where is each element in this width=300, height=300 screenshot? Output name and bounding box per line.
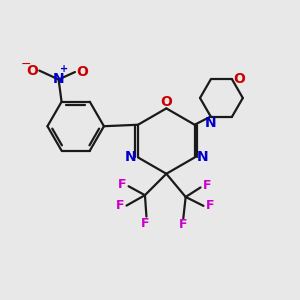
Text: O: O: [26, 64, 38, 78]
Text: +: +: [61, 64, 69, 74]
Text: F: F: [118, 178, 126, 191]
Text: F: F: [179, 218, 188, 231]
Text: F: F: [141, 217, 149, 230]
Text: N: N: [53, 73, 64, 86]
Text: N: N: [125, 150, 136, 164]
Text: O: O: [234, 73, 245, 86]
Text: O: O: [76, 65, 88, 79]
Text: F: F: [206, 200, 214, 212]
Text: N: N: [205, 116, 217, 130]
Text: −: −: [21, 58, 31, 70]
Text: F: F: [116, 199, 124, 212]
Text: N: N: [196, 150, 208, 164]
Text: O: O: [160, 95, 172, 109]
Text: F: F: [203, 179, 211, 193]
